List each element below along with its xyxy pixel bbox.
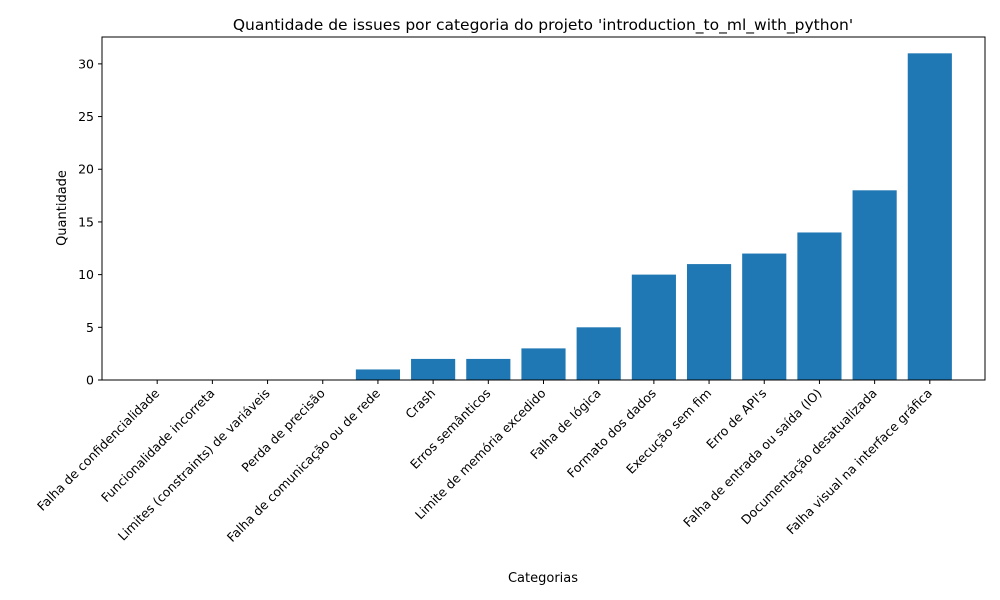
bar bbox=[742, 253, 787, 380]
bar bbox=[907, 53, 952, 380]
bar bbox=[466, 358, 511, 380]
bar bbox=[411, 358, 456, 380]
y-tick-label: 10 bbox=[78, 267, 94, 282]
bar bbox=[576, 327, 621, 380]
y-tick-label: 15 bbox=[78, 214, 94, 229]
y-tick-label: 20 bbox=[78, 162, 94, 177]
bar bbox=[355, 369, 401, 380]
bar bbox=[521, 348, 566, 380]
bar bbox=[686, 264, 732, 380]
x-tick-label: Funcionalidade incorreta bbox=[98, 386, 218, 506]
bar bbox=[631, 274, 676, 380]
bar bbox=[797, 232, 842, 380]
x-axis-label: Categorias bbox=[508, 571, 578, 586]
x-tick-label: Crash bbox=[402, 386, 438, 422]
y-tick-label: 30 bbox=[78, 56, 94, 71]
bar bbox=[852, 190, 897, 380]
y-tick-label: 0 bbox=[86, 373, 94, 388]
y-tick-label: 5 bbox=[86, 320, 94, 335]
y-axis-label: Quantidade bbox=[55, 170, 70, 246]
y-tick-label: 25 bbox=[78, 109, 94, 124]
chart-title: Quantidade de issues por categoria do pr… bbox=[233, 16, 853, 35]
